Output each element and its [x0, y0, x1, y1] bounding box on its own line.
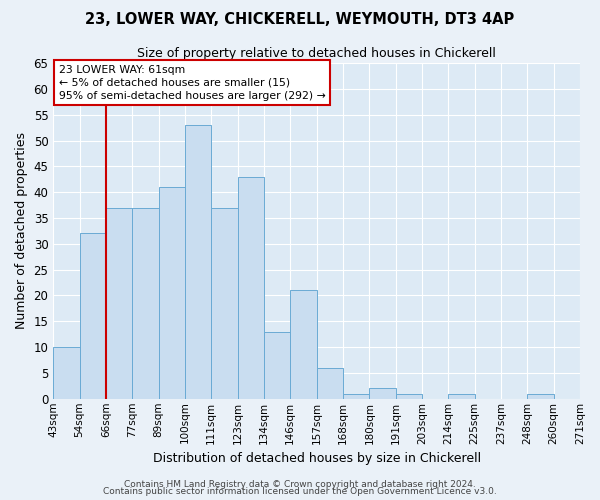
Title: Size of property relative to detached houses in Chickerell: Size of property relative to detached ho… — [137, 48, 496, 60]
Bar — [211, 208, 238, 399]
Bar — [343, 394, 370, 399]
Text: Contains HM Land Registry data © Crown copyright and database right 2024.: Contains HM Land Registry data © Crown c… — [124, 480, 476, 489]
Bar — [395, 394, 422, 399]
Bar — [264, 332, 290, 399]
Text: 23 LOWER WAY: 61sqm
← 5% of detached houses are smaller (15)
95% of semi-detache: 23 LOWER WAY: 61sqm ← 5% of detached hou… — [59, 64, 325, 101]
Bar — [185, 125, 211, 399]
Bar — [158, 187, 185, 399]
Bar — [317, 368, 343, 399]
Bar — [290, 290, 317, 399]
Bar — [527, 394, 554, 399]
Bar — [238, 176, 264, 399]
Bar — [132, 208, 158, 399]
Bar — [448, 394, 475, 399]
Y-axis label: Number of detached properties: Number of detached properties — [15, 132, 28, 330]
Bar — [370, 388, 395, 399]
Bar — [53, 347, 80, 399]
Bar — [80, 234, 106, 399]
Bar — [106, 208, 132, 399]
X-axis label: Distribution of detached houses by size in Chickerell: Distribution of detached houses by size … — [152, 452, 481, 465]
Text: 23, LOWER WAY, CHICKERELL, WEYMOUTH, DT3 4AP: 23, LOWER WAY, CHICKERELL, WEYMOUTH, DT3… — [85, 12, 515, 28]
Text: Contains public sector information licensed under the Open Government Licence v3: Contains public sector information licen… — [103, 487, 497, 496]
